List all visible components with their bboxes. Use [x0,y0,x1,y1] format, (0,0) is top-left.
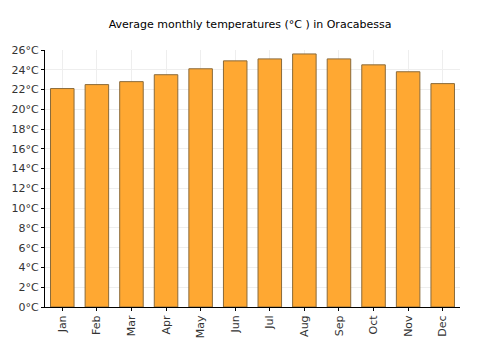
svg-text:Feb: Feb [90,315,103,334]
svg-text:Aug: Aug [298,315,311,336]
svg-text:Nov: Nov [402,315,415,337]
svg-text:24°C: 24°C [12,64,39,77]
svg-text:Average monthly temperatures (: Average monthly temperatures (°C ) in Or… [109,18,392,31]
svg-text:4°C: 4°C [19,261,39,274]
svg-text:Jul: Jul [263,315,276,329]
svg-text:Sep: Sep [333,315,346,336]
svg-text:0°C: 0°C [19,301,39,314]
svg-text:May: May [194,315,207,338]
svg-text:Oct: Oct [367,315,380,335]
svg-text:Mar: Mar [125,315,138,336]
svg-text:26°C: 26°C [12,44,39,57]
svg-text:12°C: 12°C [12,182,39,195]
svg-text:2°C: 2°C [19,281,39,294]
svg-text:Jun: Jun [229,315,242,333]
svg-text:10°C: 10°C [12,202,39,215]
svg-text:Jan: Jan [56,315,69,333]
svg-text:18°C: 18°C [12,123,39,136]
svg-text:Dec: Dec [436,315,449,336]
svg-text:8°C: 8°C [19,222,39,235]
svg-text:16°C: 16°C [12,143,39,156]
svg-text:20°C: 20°C [12,103,39,116]
svg-text:Apr: Apr [160,315,173,335]
svg-text:6°C: 6°C [19,242,39,255]
svg-text:14°C: 14°C [12,162,39,175]
svg-text:22°C: 22°C [12,83,39,96]
